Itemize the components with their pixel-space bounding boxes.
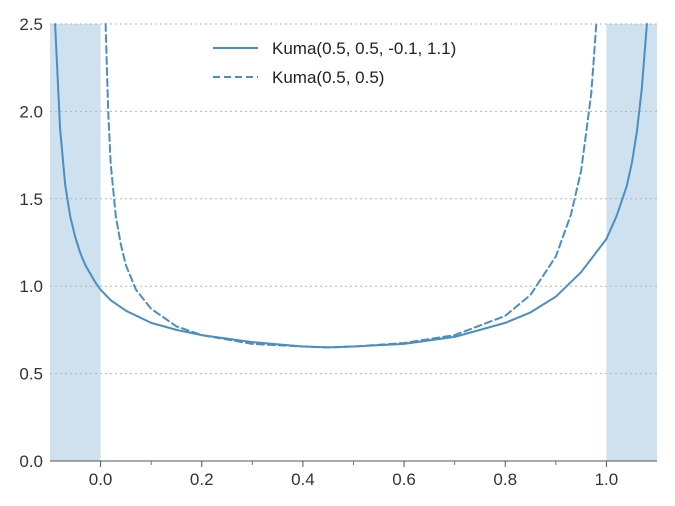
x-tick-label-3: 0.6: [392, 470, 416, 489]
legend: Kuma(0.5, 0.5, -0.1, 1.1) Kuma(0.5, 0.5): [213, 39, 456, 87]
y-tick-label-2: 1.0: [19, 277, 43, 296]
series-lines: [54, 23, 648, 349]
x-tick-label-5: 1.0: [595, 470, 619, 489]
y-tick-label-1: 0.5: [19, 365, 43, 384]
x-axis: 0.0 0.2 0.4 0.6 0.8 1.0: [50, 460, 657, 489]
y-tick-label-0: 0.0: [19, 452, 43, 471]
x-tick-label-4: 0.8: [493, 470, 517, 489]
grid-lines: [50, 23, 657, 375]
y-tick-label-5: 2.5: [19, 15, 43, 34]
shaded-region-1: [606, 24, 657, 461]
y-tick-label-4: 2.0: [19, 102, 43, 121]
x-tick-label-2: 0.4: [291, 470, 315, 489]
legend-label-kuma: Kuma(0.5, 0.5): [272, 68, 384, 87]
y-tick-label-3: 1.5: [19, 190, 43, 209]
legend-label-kuma-affine: Kuma(0.5, 0.5, -0.1, 1.1): [272, 39, 456, 58]
y-axis: 0.0 0.5 1.0 1.5 2.0 2.5: [19, 15, 43, 471]
x-tick-label-0: 0.0: [89, 470, 113, 489]
series-line-0: [54, 23, 648, 349]
x-tick-label-1: 0.2: [190, 470, 214, 489]
shaded-regions: [50, 24, 657, 461]
series-line-1: [104, 23, 598, 349]
